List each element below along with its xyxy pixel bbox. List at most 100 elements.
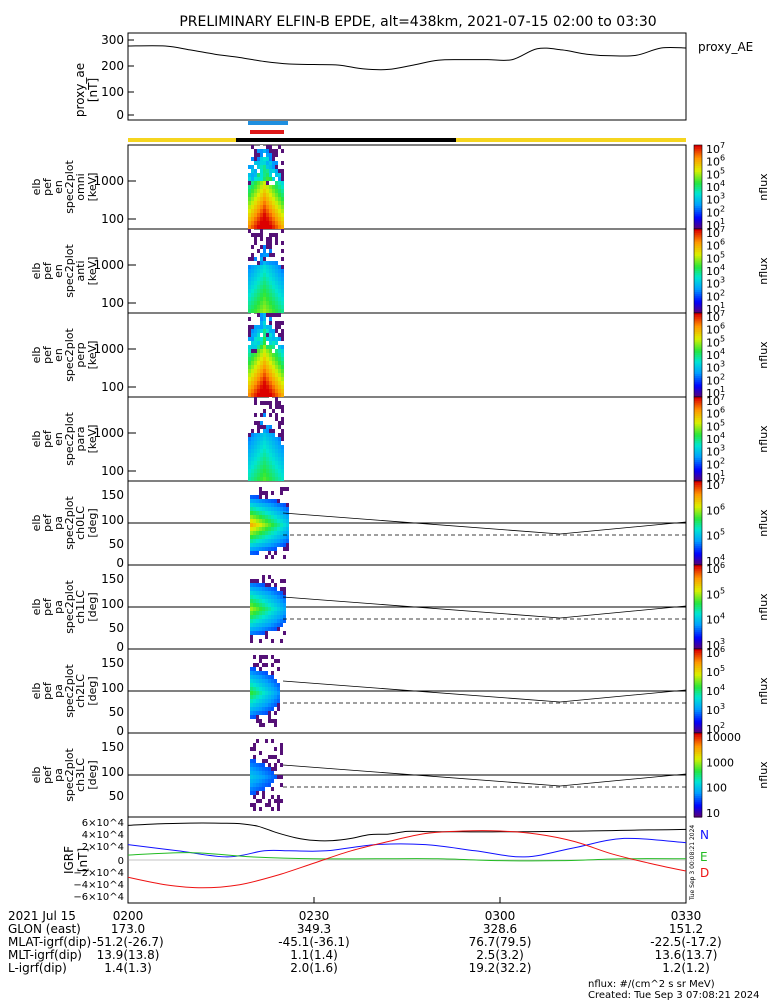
colorbar-tick: 104 [706,683,725,698]
colorbar-label: nflux [757,173,770,201]
svg-text:100: 100 [101,212,124,226]
svg-text:100: 100 [101,765,124,779]
svg-text:1.1(1.4): 1.1(1.4) [290,948,338,962]
igrf-side-stamp: Tue Sep 3 00:08:21 2024 [689,825,696,901]
colorbar-tick: 10000 [706,731,741,744]
colorbar-tick: 100 [706,782,727,795]
svg-text:−4×10^4: −4×10^4 [73,880,124,891]
svg-text:[deg]: [deg] [86,676,99,705]
row-label-mlat: MLAT-igrf(dip) [8,935,91,949]
colorbar-tick: 106 [706,645,725,660]
proxy-ae-ytick-200: 200 [101,59,124,73]
colorbar-tick: 106 [706,502,725,517]
colorbar-label: nflux [757,593,770,621]
svg-text:0300: 0300 [485,909,516,923]
footer-units: nflux: #/(cm^2 s sr MeV) [588,979,715,990]
colorbar-tick: 105 [706,664,725,679]
pitch-angle-map-2 [250,655,280,727]
svg-text:50: 50 [109,705,124,719]
igrf-panel: IGRF [nT] 6×10^4 4×10^4 2×10^4 0 −2×10^4… [62,817,709,903]
pa-panel-ch3: elb pef pa spec2plot ch3LC [deg] 150 100… [30,733,686,817]
pa-panel-ch2: elb pef pa spec2plot ch2LC [deg] 150 100… [30,649,686,738]
svg-text:0200: 0200 [113,909,144,923]
spectrogram-0 [248,145,284,229]
spectrogram-3 [248,397,284,481]
svg-text:0: 0 [116,556,124,570]
igrf-legend-D: D [700,866,709,880]
colorbar-tick: 106 [706,561,725,576]
pitch-angle-map-1 [250,575,286,643]
colorbar-2: 107106105104103102101nflux [694,309,770,400]
colorbar-tick: 10 [706,807,720,820]
pitch-angle-map-3 [250,739,283,811]
spectro-panel-anti: elb pef en spec2plot anti [keV] 1000 100 [30,229,686,313]
colorbar-label: nflux [757,677,770,705]
proxy-ae-frame [128,33,686,120]
colorbar-3: 107106105104103102101nflux [694,393,770,484]
igrf-series-E [128,853,686,861]
svg-text:−6×10^4: −6×10^4 [73,892,124,903]
colorbar-7: 10000 1000 100 10 nflux [694,731,770,820]
svg-text:1.4(1.3): 1.4(1.3) [104,961,152,975]
svg-text:150: 150 [101,488,124,502]
row-label-date: 2021 Jul 15 [8,909,76,923]
colorbar-label: nflux [757,341,770,369]
pitch-angle-map-0 [250,487,289,559]
svg-text:349.3: 349.3 [297,922,331,936]
svg-text:150: 150 [101,656,124,670]
proxy-ae-ylabel-2: [nT] [86,78,100,102]
svg-text:50: 50 [109,537,124,551]
svg-text:13.9(13.8): 13.9(13.8) [97,948,160,962]
svg-text:13.6(13.7): 13.6(13.7) [655,948,718,962]
svg-text:150: 150 [101,572,124,586]
colorbar-6: 106105104103102nflux [694,645,770,736]
colorbar-tick: 105 [706,528,725,543]
colorbar-1: 107106105104103102101nflux [694,225,770,316]
proxy-ae-ytick-0: 0 [116,108,124,122]
proxy-ae-legend: proxy_AE [698,40,753,54]
igrf-legend-N: N [700,828,709,842]
spectro-panel-perp: elb pef en spec2plot perp [keV] 1000 100 [30,313,686,397]
region-bars [128,121,686,142]
svg-text:0: 0 [116,724,124,738]
row-label-mlt: MLT-igrf(dip) [8,948,82,962]
yellow-bar-right [456,138,686,142]
svg-text:151.2: 151.2 [669,922,703,936]
spectrogram-2 [248,313,284,397]
svg-text:2×10^4: 2×10^4 [82,842,124,853]
svg-text:173.0: 173.0 [111,922,145,936]
proxy-ae-ytick-100: 100 [101,85,124,99]
proxy-ae-panel: proxy_ae [nT] 300 200 100 0 proxy_AE [73,33,753,122]
svg-text:1000: 1000 [93,258,124,272]
svg-text:1000: 1000 [93,174,124,188]
pa-panel-ch0: elb pef pa spec2plot ch0LC [deg] 150 100… [30,481,686,570]
svg-text:[deg]: [deg] [86,592,99,621]
svg-text:0: 0 [118,856,124,867]
igrf-legend-E: E [700,850,708,864]
svg-text:76.7(79.5): 76.7(79.5) [469,935,532,949]
spectro-panel-omni: elb pef en spec2plot omni [keV] 1000 100 [30,145,686,229]
colorbar-tick: 1000 [706,756,734,769]
colorbar-tick: 103 [706,702,725,717]
svg-text:19.2(32.2): 19.2(32.2) [469,961,532,975]
svg-text:2.0(1.6): 2.0(1.6) [290,961,338,975]
svg-text:6×10^4: 6×10^4 [82,818,124,829]
row-label-glon: GLON (east) [8,922,81,936]
plot-title: PRELIMINARY ELFIN-B EPDE, alt=438km, 202… [179,14,656,30]
svg-text:4×10^4: 4×10^4 [82,830,124,841]
svg-text:150: 150 [101,740,124,754]
proxy-ae-ylabel-1: proxy_ae [73,63,87,117]
igrf-series-total [128,823,686,841]
svg-text:1.2(1.2): 1.2(1.2) [662,961,710,975]
svg-text:1000: 1000 [93,342,124,356]
colorbar-4: 107106105104nflux [694,477,770,568]
red-bar [250,130,284,134]
colorbar-5: 106105104103nflux [694,561,770,652]
svg-text:-51.2(-26.7): -51.2(-26.7) [92,935,163,949]
svg-text:[deg]: [deg] [86,760,99,789]
pa-panel-ch1: elb pef pa spec2plot ch1LC [deg] 150 100… [30,565,686,654]
svg-text:0230: 0230 [299,909,330,923]
svg-text:0330: 0330 [671,909,702,923]
spectrogram-1 [248,229,284,313]
